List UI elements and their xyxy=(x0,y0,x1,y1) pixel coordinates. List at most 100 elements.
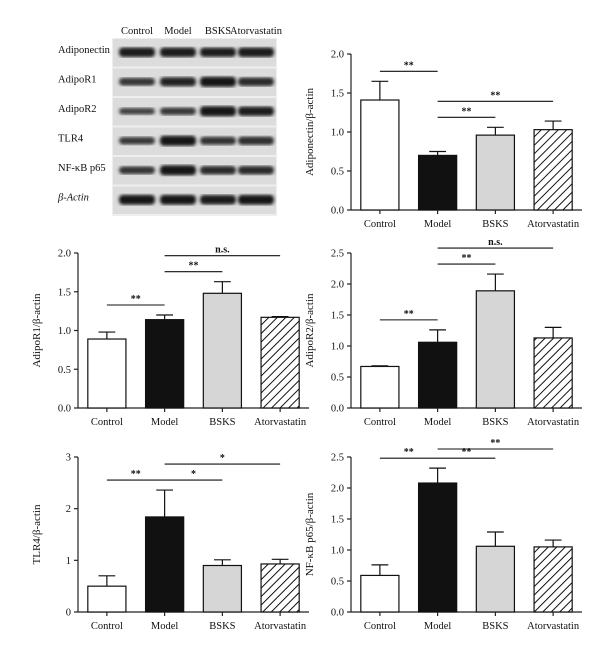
x-category-label: BSKS xyxy=(482,219,508,230)
bar-model xyxy=(417,482,458,613)
x-category-label: Model xyxy=(424,219,451,230)
blot-band xyxy=(119,166,155,175)
y-axis-title: AdipoR2/β-actin xyxy=(304,293,316,368)
x-category-label: Atorvastatin xyxy=(527,219,580,230)
significance-label: n.s. xyxy=(488,237,503,248)
blot-frame xyxy=(112,38,277,216)
blot-column-model: Model xyxy=(164,26,191,37)
y-tick-label: 1.5 xyxy=(331,515,344,526)
y-tick-label: 2.0 xyxy=(58,249,71,260)
blot-row-label: NF-κB p65 xyxy=(58,163,106,174)
significance-label: ** xyxy=(462,253,472,264)
blot-row-label: β-Actin xyxy=(57,193,89,204)
significance-label: ** xyxy=(462,106,472,117)
blot-band xyxy=(119,77,155,86)
y-tick-label: 2.5 xyxy=(331,453,344,464)
blot-band xyxy=(200,136,236,145)
x-category-label: Control xyxy=(364,621,396,632)
blot-band xyxy=(200,76,236,87)
bar-bsks xyxy=(202,292,243,409)
chart-adiponectin: 0.0 0.5 1.0 1.5 2.0 Adiponectin/β-actin Contro… xyxy=(304,50,582,230)
x-category-label: Control xyxy=(364,417,396,428)
blot-band xyxy=(238,47,274,57)
blot-band xyxy=(200,106,236,117)
x-category-label: Model xyxy=(424,417,451,428)
y-axis-title: AdipoR1/β-actin xyxy=(31,293,43,368)
blot-band xyxy=(238,136,274,145)
significance-label: ** xyxy=(189,261,199,272)
bar-bsks xyxy=(202,564,243,613)
blot-band xyxy=(160,165,196,176)
significance-label: ** xyxy=(404,60,414,71)
bar-bsks xyxy=(475,545,516,613)
x-category-label: Model xyxy=(151,621,178,632)
chart-adipor2: 0.0 0.5 1.0 1.5 2.0 2.5 AdipoR2/β-actin Control… xyxy=(304,237,582,428)
significance-label: * xyxy=(191,469,196,480)
blot-band xyxy=(160,77,196,87)
chart-tlr4: 0 1 2 3 TLR4/β-actin Control Model BSKS Atorvast… xyxy=(31,453,309,632)
blot-column-control: Control xyxy=(121,26,153,37)
blot-band xyxy=(238,194,274,205)
blot-band xyxy=(238,77,274,86)
x-category-label: BSKS xyxy=(482,417,508,428)
x-category-label: Model xyxy=(151,417,178,428)
y-tick-label: 0.5 xyxy=(331,577,344,588)
x-category-label: Model xyxy=(424,621,451,632)
x-category-label: Atorvastatin xyxy=(527,417,580,428)
blot-row-label: Adiponectin xyxy=(58,45,111,56)
significance-label: n.s. xyxy=(215,245,230,256)
bar-control xyxy=(360,365,400,409)
y-tick-label: 1 xyxy=(66,556,71,567)
significance-label: ** xyxy=(462,447,472,458)
y-tick-label: 2.0 xyxy=(331,484,344,495)
y-tick-label: 1.0 xyxy=(331,342,344,353)
x-category-label: Control xyxy=(91,621,123,632)
bar-atorvastatin xyxy=(260,316,300,409)
significance-label: ** xyxy=(404,447,414,458)
blot-band xyxy=(238,106,274,116)
y-tick-label: 0.5 xyxy=(58,365,71,376)
y-tick-label: 2 xyxy=(66,504,71,515)
y-tick-label: 1.0 xyxy=(331,128,344,139)
y-tick-label: 1.5 xyxy=(331,311,344,322)
chart-adipor1: 0.0 0.5 1.0 1.5 2.0 AdipoR1/β-actin Control Mod… xyxy=(31,245,309,428)
y-tick-label: 0.0 xyxy=(331,404,344,415)
bar-model xyxy=(144,319,185,409)
y-tick-label: 2.5 xyxy=(331,249,344,260)
bar-atorvastatin xyxy=(533,337,573,409)
y-tick-label: 1.5 xyxy=(331,89,344,100)
bar-atorvastatin xyxy=(533,546,573,613)
blot-band xyxy=(160,107,196,115)
blot-rows: Adiponectin AdipoR1 AdipoR2 TLR4 NF-κB p65 β-… xyxy=(57,39,276,214)
bar-atorvastatin xyxy=(260,563,300,613)
blot-band xyxy=(200,195,236,205)
blot-row-label: AdipoR2 xyxy=(58,104,97,115)
blot-band xyxy=(238,166,274,175)
blot-band xyxy=(160,135,196,146)
bar-model xyxy=(417,154,458,211)
bar-control xyxy=(360,99,400,211)
y-tick-label: 0.0 xyxy=(331,608,344,619)
blot-band xyxy=(200,47,236,57)
y-tick-label: 1.0 xyxy=(58,326,71,337)
y-axis-title: NF-κB p65/β-actin xyxy=(304,492,316,576)
blot-band xyxy=(119,47,155,57)
bar-control xyxy=(87,338,127,409)
blot-band xyxy=(119,194,155,205)
bar-bsks xyxy=(475,290,516,409)
x-category-label: Control xyxy=(364,219,396,230)
bar-control xyxy=(87,585,127,613)
y-tick-label: 3 xyxy=(66,453,71,464)
blot-row-label: TLR4 xyxy=(58,134,84,145)
x-category-label: Control xyxy=(91,417,123,428)
significance-label: ** xyxy=(404,309,414,320)
x-category-label: Atorvastatin xyxy=(254,621,307,632)
blot-band xyxy=(200,166,236,175)
y-tick-label: 1.0 xyxy=(331,546,344,557)
blot-row-label: AdipoR1 xyxy=(58,75,97,86)
blot-column-atorvastatin: Atorvastatin xyxy=(230,26,283,37)
y-axis-title: Adiponectin/β-actin xyxy=(304,87,316,176)
x-category-label: Atorvastatin xyxy=(254,417,307,428)
